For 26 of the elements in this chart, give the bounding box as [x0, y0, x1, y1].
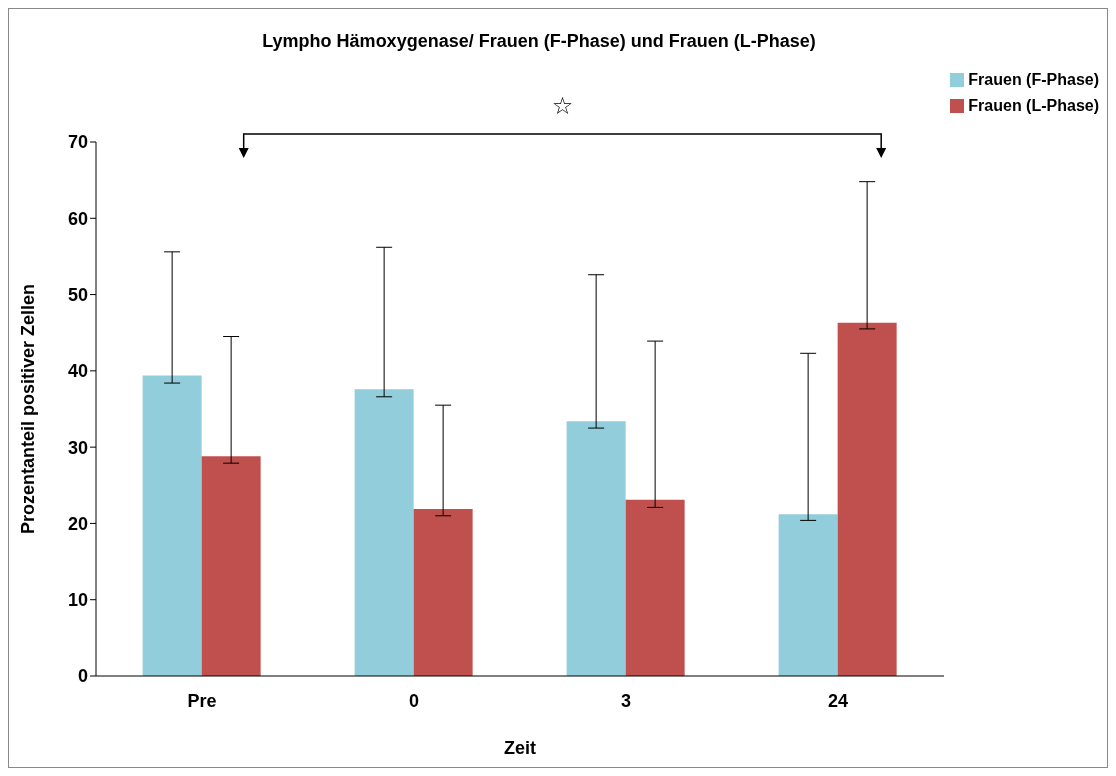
chart-title: Lympho Hämoxygenase/ Frauen (F-Phase) und Frauen (L-Phase) — [262, 31, 816, 51]
bar — [413, 508, 473, 676]
bar — [201, 456, 261, 676]
y-axis-title: Prozentanteil positiver Zellen — [18, 283, 39, 535]
bar — [625, 499, 685, 676]
bar — [566, 421, 626, 676]
x-tick-label: 3 — [620, 690, 632, 711]
x-axis-title: Zeit — [503, 738, 537, 758]
bar — [837, 322, 897, 676]
x-tick-label: Pre — [187, 690, 217, 711]
bar — [142, 375, 202, 676]
y-tick-label: 30 — [67, 437, 88, 458]
bar — [354, 389, 414, 676]
y-tick-label: 70 — [67, 132, 88, 153]
bar — [778, 514, 838, 676]
text: ☆ — [551, 92, 574, 120]
y-tick-label: 10 — [67, 590, 88, 611]
y-tick-label: 50 — [67, 284, 88, 305]
y-tick-label: 20 — [67, 513, 88, 534]
legend-label: Frauen (L-Phase) — [968, 97, 1099, 115]
y-tick-label: 0 — [77, 666, 88, 687]
y-tick-label: 60 — [67, 208, 88, 229]
y-tick-label: 40 — [67, 361, 88, 382]
x-tick-label: 0 — [408, 690, 420, 711]
x-tick-label: 24 — [827, 690, 849, 711]
legend-label: Frauen (F-Phase) — [968, 71, 1099, 89]
